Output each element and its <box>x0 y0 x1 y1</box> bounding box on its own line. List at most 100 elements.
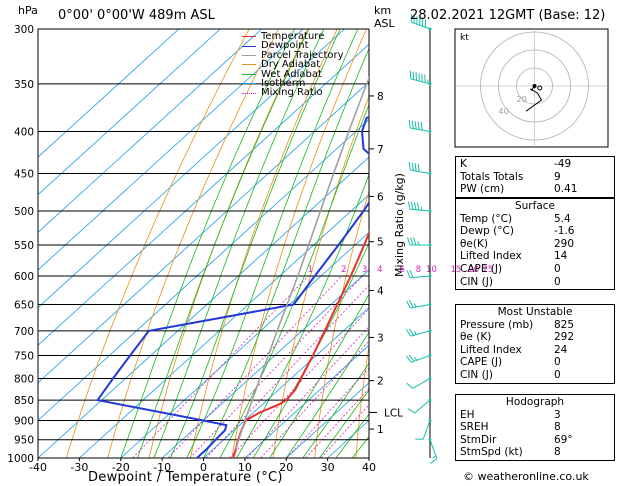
hodograph-storm-motion <box>537 85 543 91</box>
wind-barb-flag <box>417 241 420 246</box>
wet-adiabat-line <box>302 362 369 458</box>
mixing-ratio-line <box>320 404 369 458</box>
pressure-tick-label: 600 <box>14 271 34 283</box>
pressure-tick-label: 900 <box>14 415 34 427</box>
mixing-ratio-line <box>205 284 369 458</box>
hodo-row: EH 3 <box>460 408 561 421</box>
wind-barb <box>407 237 432 247</box>
lcl-label: LCL <box>384 407 403 419</box>
wind-barb-flag <box>432 455 437 459</box>
mixing-ratio-line <box>286 367 369 458</box>
wind-barb-dot <box>428 418 432 422</box>
isotherm-line <box>38 29 345 309</box>
pressure-tick-label: 300 <box>14 24 34 36</box>
wind-barb-flag <box>414 163 417 172</box>
legend-item: Wet Adiabat <box>242 68 344 80</box>
wind-barb-flag <box>406 382 414 389</box>
surface-row: Lifted Index 14 <box>460 250 568 263</box>
mixing-ratio-label: 4 <box>377 265 382 275</box>
x-tick-label: 20 <box>279 461 293 474</box>
legend-item: Isotherm <box>242 78 344 89</box>
km-tick-label: 7 <box>377 144 384 156</box>
km-tick-label: 8 <box>377 91 384 103</box>
x-tick-label: -30 <box>70 461 88 474</box>
wind-barb-dot <box>428 303 432 307</box>
wind-barb <box>406 300 432 309</box>
hodograph-trace <box>525 85 543 112</box>
wind-barb <box>408 120 432 134</box>
wind-barb-staff <box>412 378 431 389</box>
surface-title: Surface <box>514 200 555 212</box>
wind-barb <box>405 353 432 363</box>
pressure-tick-label: 650 <box>14 300 34 312</box>
wind-barb-flag <box>407 201 411 210</box>
mixing-ratio-label: 6 <box>399 265 404 275</box>
wind-barb <box>406 269 432 279</box>
mixing-ratio-label: 25 <box>483 265 494 275</box>
hodograph-ring-label: 40 <box>499 107 509 116</box>
wind-barb-dot <box>428 27 432 31</box>
x-tick-label: -10 <box>153 461 171 474</box>
legend: Temperature Dewpoint Parcel Trajectory Dry … <box>242 31 344 98</box>
indices-box: K -49 Totals Totals 9 PW (cm) 0.41 <box>455 156 615 198</box>
mixing-ratio-label: 20 <box>468 265 479 275</box>
isotherm-line <box>38 43 369 346</box>
wind-barb-staff <box>422 420 431 440</box>
wind-barb-flag <box>417 121 420 130</box>
surface-row: Temp (°C) 5.4 <box>460 212 571 225</box>
pressure-tick-label: 750 <box>14 350 34 362</box>
footer-copyright[interactable]: © weatheronline.co.uk <box>463 470 589 483</box>
hodograph-title: Hodograph <box>505 396 565 408</box>
mixing-ratio-label: 2 <box>341 265 346 275</box>
mu-row: CIN (J) 0 <box>460 368 561 381</box>
wind-barb-flag <box>407 237 411 246</box>
legend-label: Wet Adiabat <box>261 68 322 80</box>
wind-barb <box>406 376 432 389</box>
hpa-label: hPa <box>18 4 38 17</box>
pressure-tick-label: 800 <box>14 373 34 385</box>
isotherm-line <box>38 29 262 233</box>
wind-barb-flag <box>413 330 417 335</box>
wind-barb <box>407 398 432 414</box>
legend-label: Dry Adiabat <box>261 59 321 71</box>
legend-label: Dewpoint <box>261 40 309 52</box>
wind-barb-flag <box>413 356 418 361</box>
mu-row: θe (K) 292 <box>460 331 575 344</box>
km-tick-label: 1 <box>377 424 384 436</box>
pressure-tick-label: 500 <box>14 206 34 218</box>
legend-swatch <box>242 55 256 57</box>
pressure-tick-label: 700 <box>14 326 34 338</box>
wet-adiabat-line <box>318 389 369 458</box>
wind-barb <box>405 328 432 337</box>
isotherm-line <box>38 29 180 158</box>
legend-item: Dewpoint <box>242 40 344 52</box>
mixing-ratio-label: 10 <box>426 265 437 275</box>
wind-barb-dot <box>428 274 432 278</box>
wind-barb-staff <box>411 21 431 30</box>
dry-adiabat-line <box>65 29 250 458</box>
hodograph-unit-label: kt <box>460 33 469 43</box>
isotherm-line <box>38 29 221 196</box>
wind-barb-flag <box>409 300 414 308</box>
legend-item: Parcel Trajectory <box>242 50 344 61</box>
index-row-pw: PW (cm) 0.41 <box>460 183 578 196</box>
wind-barb-dot <box>428 329 432 333</box>
wind-barb-flag <box>408 328 414 336</box>
isotherm-line <box>286 382 369 458</box>
asl-label: ASL <box>374 17 395 30</box>
legend-swatch <box>242 45 256 47</box>
wind-barb-dot <box>428 171 432 175</box>
hodo-row: SREH 8 <box>460 421 561 434</box>
wind-barb-dot <box>428 82 432 86</box>
datetime-title: 28.02.2021 12GMT (Base: 12) <box>410 8 606 23</box>
surface-row: CIN (J) 0 <box>460 275 561 288</box>
isotherm-line <box>161 269 369 458</box>
wind-barb-flag <box>413 303 417 308</box>
wind-barb-staff <box>410 330 431 337</box>
pressure-tick-label: 400 <box>14 127 34 139</box>
pressure-tick-label: 350 <box>14 79 34 91</box>
wind-barb-flag <box>408 162 411 171</box>
isotherm-line <box>38 29 304 271</box>
wind-barb-flag <box>406 300 411 309</box>
wind-barb <box>410 14 432 31</box>
